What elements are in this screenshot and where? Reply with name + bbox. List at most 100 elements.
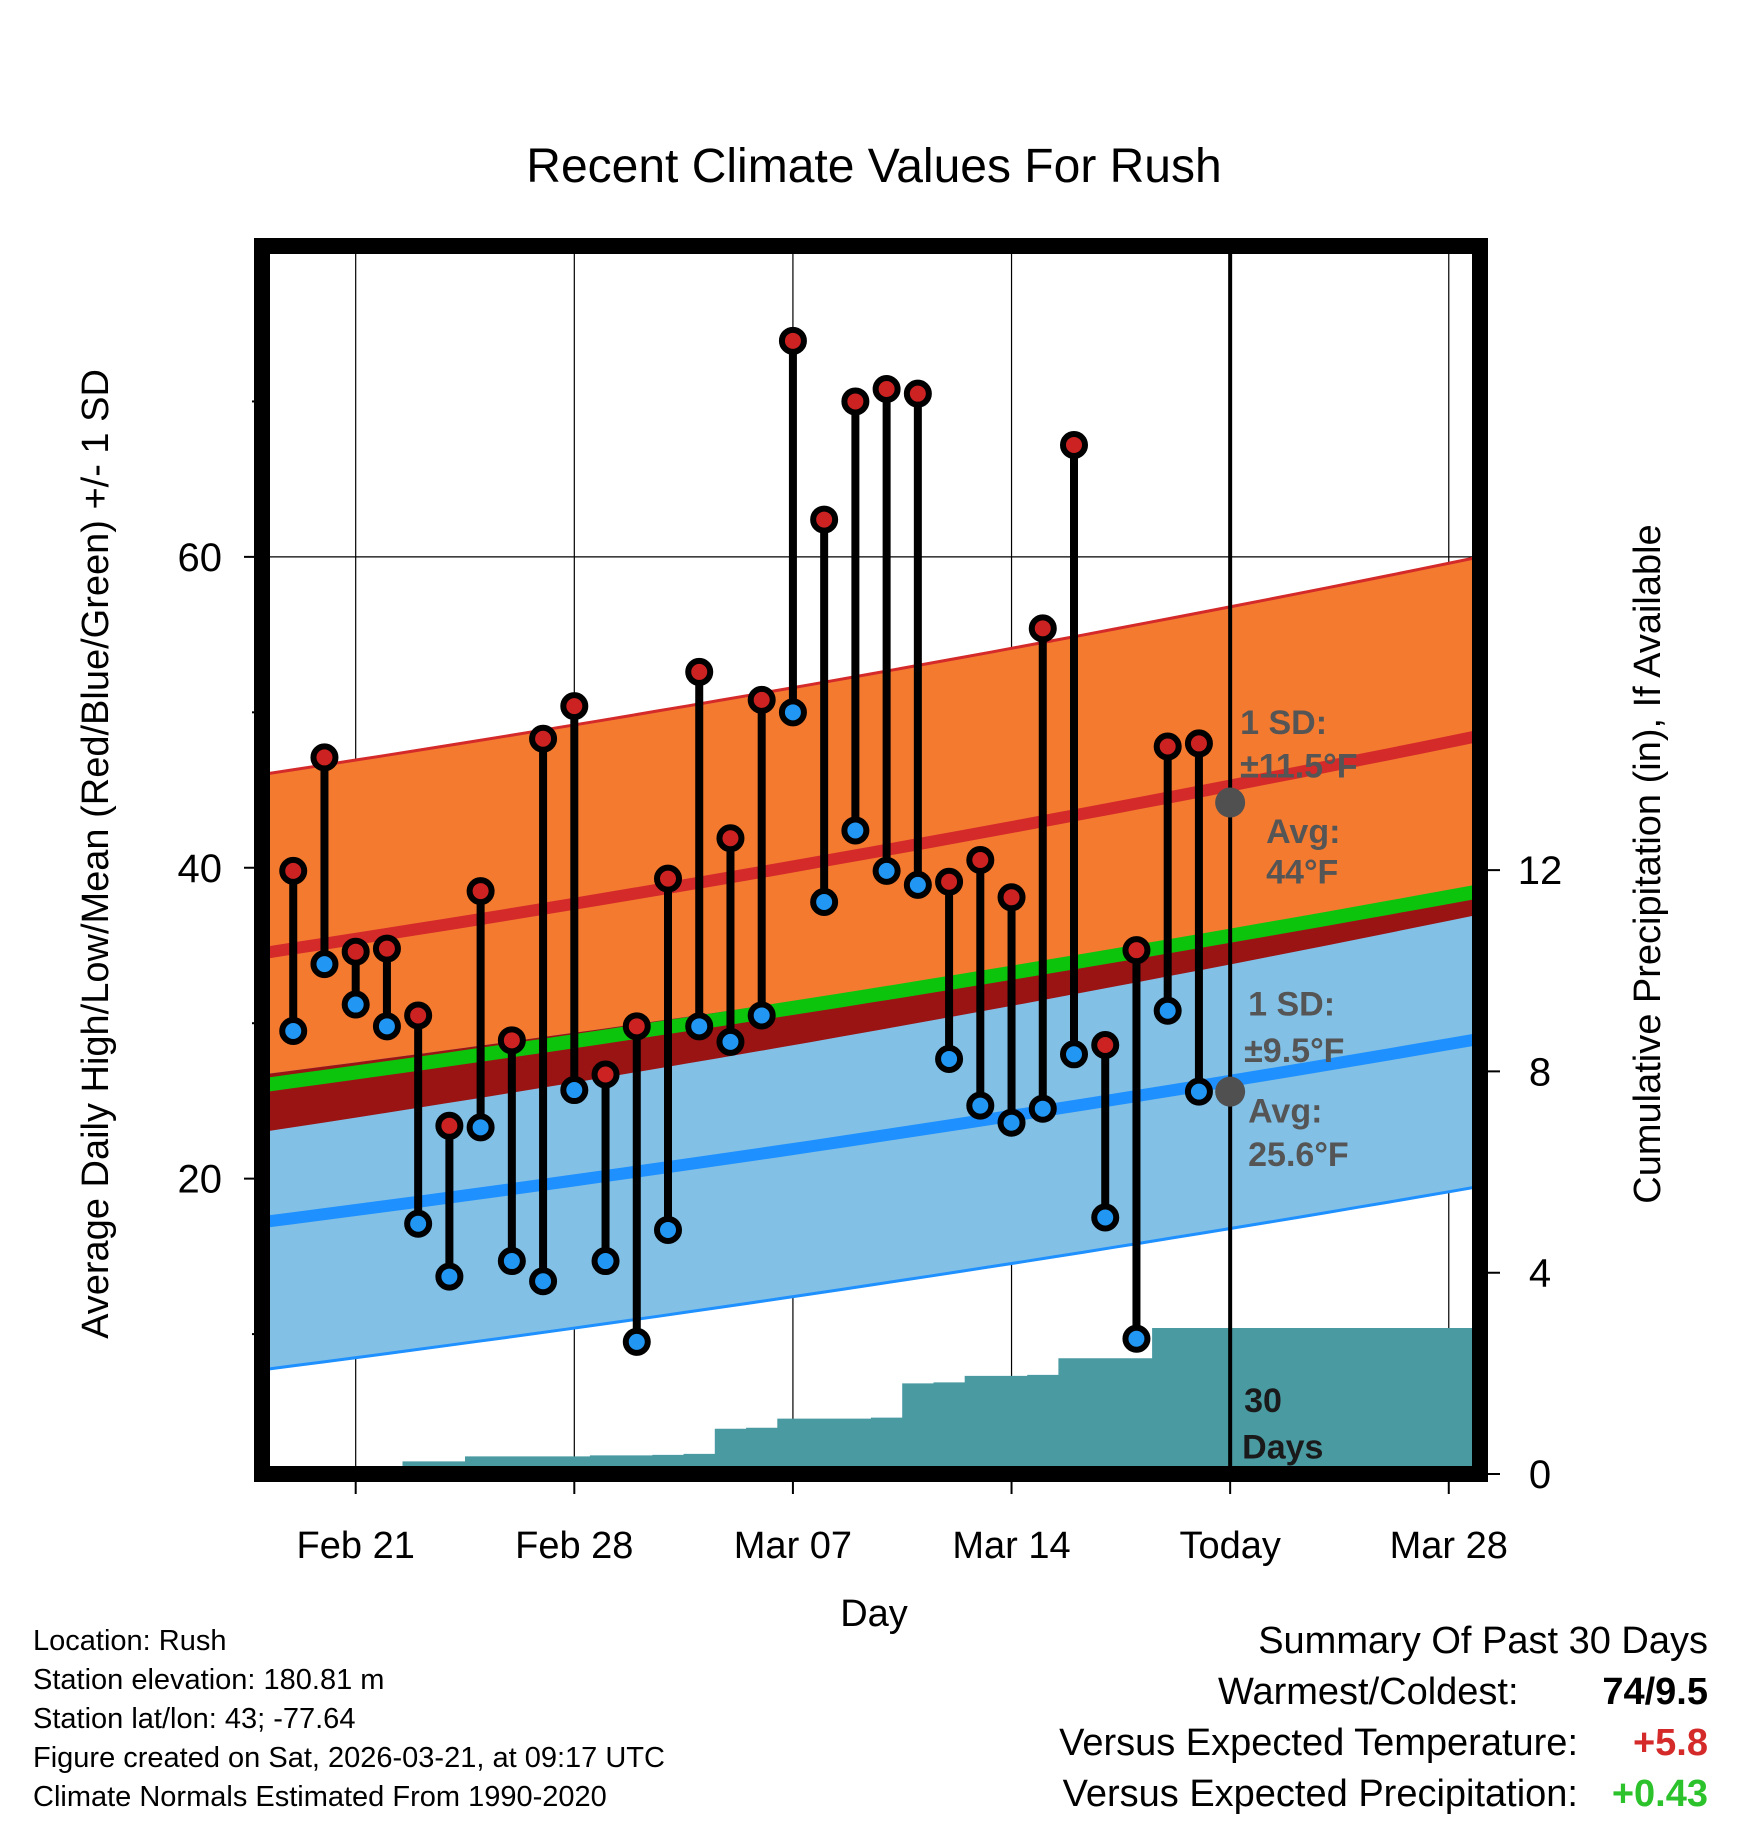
daily-low-point bbox=[685, 1012, 714, 1041]
x-axis-label: Day bbox=[840, 1593, 908, 1635]
daily-low-point bbox=[560, 1076, 589, 1105]
daily-low-point bbox=[1122, 1324, 1151, 1353]
low-sd-value: ±9.5°F bbox=[1244, 1032, 1344, 1070]
daily-high-point bbox=[654, 864, 682, 893]
days-label-text: Days bbox=[1242, 1428, 1323, 1466]
daily-low-point bbox=[1153, 996, 1182, 1025]
high-sd-value: ±11.5°F bbox=[1240, 748, 1357, 786]
daily-high-point bbox=[1091, 1030, 1120, 1059]
high-avg-label: Avg: bbox=[1266, 813, 1340, 851]
y-tick-label: 40 bbox=[178, 847, 223, 891]
daily-high-point bbox=[747, 685, 776, 714]
location-text: Location: Rush bbox=[33, 1625, 227, 1657]
daily-high-point bbox=[903, 379, 932, 408]
daily-high-point bbox=[966, 846, 995, 874]
daily-low-point bbox=[747, 1001, 776, 1030]
x-tick-label: Mar 14 bbox=[952, 1525, 1070, 1567]
low-normal-line bbox=[262, 1032, 1480, 1229]
daily-high-point bbox=[1122, 936, 1151, 965]
normals-text: Climate Normals Estimated From 1990-2020 bbox=[33, 1781, 607, 1813]
y2-tick-label: 8 bbox=[1529, 1050, 1551, 1094]
daily-low-point bbox=[372, 1012, 401, 1041]
summary-title: Summary Of Past 30 Days bbox=[1258, 1620, 1708, 1662]
precip-area bbox=[262, 1328, 1480, 1474]
daily-low-point bbox=[654, 1215, 682, 1244]
daily-high-point bbox=[685, 657, 714, 686]
high-avg-marker bbox=[1215, 787, 1246, 818]
daily-high-point bbox=[1153, 732, 1182, 761]
y-axis-label-left: Average Daily High/Low/Mean (Red/Blue/Gr… bbox=[75, 369, 117, 1339]
chart-title: Recent Climate Values For Rush bbox=[526, 140, 1221, 193]
low-sd-label: 1 SD: bbox=[1248, 985, 1335, 1023]
y-tick-label: 20 bbox=[178, 1158, 223, 1202]
daily-high-point bbox=[435, 1111, 464, 1140]
daily-low-point bbox=[622, 1327, 651, 1356]
daily-high-point bbox=[935, 867, 964, 896]
y2-tick-label: 4 bbox=[1529, 1252, 1551, 1296]
daily-high-point bbox=[497, 1026, 526, 1055]
station-info: Location: Rush Station elevation: 180.81… bbox=[33, 1622, 665, 1817]
daily-low-point bbox=[279, 1016, 308, 1045]
temp-value: +5.8 bbox=[1632, 1722, 1708, 1764]
daily-high-point bbox=[404, 1001, 433, 1030]
daily-high-point bbox=[591, 1060, 620, 1089]
daily-low-point bbox=[466, 1113, 495, 1142]
low-sd-lower-line bbox=[262, 1184, 1480, 1372]
y-tick-label: 60 bbox=[178, 536, 223, 580]
low-avg-marker bbox=[1215, 1076, 1246, 1107]
warmest-value: 74/9.5 bbox=[1602, 1671, 1708, 1713]
high-avg-value: 44°F bbox=[1266, 853, 1338, 891]
x-tick-label: Today bbox=[1179, 1525, 1280, 1567]
summary-panel: Summary Of Past 30 Days Warmest/Coldest:… bbox=[1059, 1620, 1708, 1820]
daily-low-point bbox=[310, 950, 339, 979]
high-sd-band bbox=[262, 556, 1480, 1132]
daily-high-point bbox=[841, 387, 870, 416]
daily-low-point bbox=[903, 870, 932, 899]
daily-low-point bbox=[1028, 1094, 1057, 1123]
daily-high-point bbox=[466, 877, 495, 906]
y2-tick-label: 12 bbox=[1518, 849, 1563, 893]
daily-low-point bbox=[1060, 1040, 1088, 1069]
x-tick-label: Feb 28 bbox=[515, 1525, 633, 1567]
plot-frame bbox=[254, 238, 1488, 1482]
y-axis-label-right: Cumulative Precipitation (in), If Availa… bbox=[1627, 524, 1669, 1203]
daily-high-point bbox=[872, 375, 901, 404]
daily-high-point bbox=[778, 326, 807, 355]
high-sd-upper-line bbox=[262, 555, 1480, 776]
daily-low-point bbox=[404, 1209, 433, 1238]
summary-precip-row: Versus Expected Precipitation: +0.43 bbox=[1059, 1769, 1708, 1820]
plot-area bbox=[262, 246, 1480, 1474]
days-label-number: 30 bbox=[1244, 1382, 1282, 1420]
daily-high-point bbox=[622, 1012, 651, 1041]
daily-high-point bbox=[1060, 430, 1088, 459]
daily-high-point bbox=[310, 743, 339, 772]
low-avg-label: Avg: bbox=[1248, 1093, 1322, 1131]
daily-low-point bbox=[716, 1027, 745, 1056]
x-tick-label: Feb 21 bbox=[297, 1525, 415, 1567]
daily-high-point bbox=[279, 856, 308, 885]
daily-low-point bbox=[529, 1267, 558, 1296]
daily-low-point bbox=[997, 1108, 1026, 1137]
daily-low-point bbox=[497, 1247, 526, 1276]
x-tick-label: Mar 07 bbox=[734, 1525, 852, 1567]
daily-low-point bbox=[341, 990, 370, 1019]
daily-low-point bbox=[591, 1247, 620, 1276]
temp-label: Versus Expected Temperature: bbox=[1059, 1722, 1578, 1764]
daily-low-point bbox=[935, 1044, 964, 1073]
daily-low-point bbox=[1184, 1077, 1213, 1106]
x-tick-label: Mar 28 bbox=[1390, 1525, 1508, 1567]
daily-high-point bbox=[716, 824, 745, 853]
summary-temp-row: Versus Expected Temperature: +5.8 bbox=[1059, 1718, 1708, 1769]
high-sd-label: 1 SD: bbox=[1240, 704, 1327, 742]
daily-low-point bbox=[872, 856, 901, 885]
mean-normal-line bbox=[262, 884, 1480, 1093]
daily-low-point bbox=[966, 1091, 995, 1120]
daily-high-point bbox=[372, 934, 401, 963]
daily-low-point bbox=[841, 816, 870, 845]
daily-low-point bbox=[810, 887, 839, 916]
created-text: Figure created on Sat, 2026-03-21, at 09… bbox=[33, 1742, 665, 1774]
daily-low-point bbox=[778, 698, 807, 727]
daily-low-point bbox=[435, 1262, 464, 1291]
daily-high-point bbox=[341, 937, 370, 966]
